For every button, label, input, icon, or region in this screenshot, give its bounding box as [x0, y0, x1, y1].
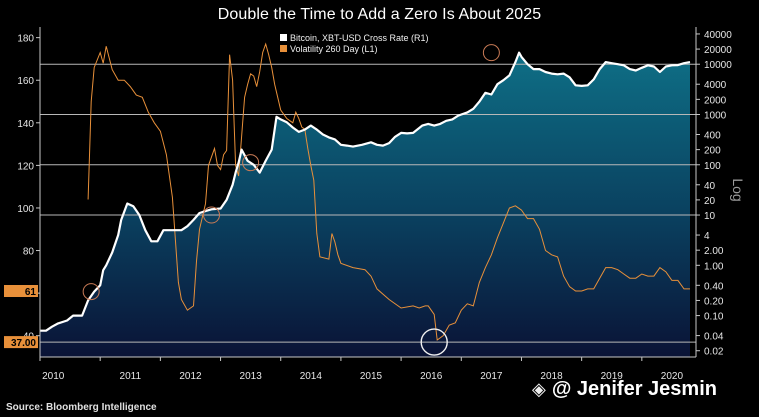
legend-label: Volatility 260 Day (L1): [290, 44, 378, 54]
x-tick-label: 2018: [540, 371, 563, 382]
bitcoin-line: [40, 51, 691, 332]
legend-swatch: [280, 45, 287, 52]
x-tick-label: 2020: [661, 371, 684, 382]
x-tick-label: 2010: [42, 371, 65, 382]
left-tick-label: 160: [17, 76, 34, 87]
bitcoin-area-layer: [40, 52, 690, 357]
annotation-circle-4: [482, 44, 500, 62]
right-tick-label: 400: [704, 130, 721, 141]
legend: Bitcoin, XBT-USD Cross Rate (R1)Volatili…: [276, 31, 444, 55]
right-tick-label: 200: [704, 146, 721, 157]
annotation-circle-3: [242, 154, 260, 172]
right-tick-label: 1.00: [704, 261, 724, 272]
legend-label: Bitcoin, XBT-USD Cross Rate (R1): [290, 33, 429, 43]
annotation-circle-5: [420, 328, 448, 356]
right-tick-label: 10000: [704, 60, 732, 71]
right-tick-label: 20: [704, 196, 716, 207]
source-note: Source: Bloomberg Intelligence: [6, 402, 157, 413]
annotation-circle-2: [203, 206, 221, 224]
right-tick-label: 2000: [704, 95, 727, 106]
watermark-text: @ Jenifer Jesmin: [551, 378, 717, 400]
low-value-label: 37.00: [11, 338, 36, 349]
right-axis-scale-label: Log: [730, 178, 746, 201]
right-tick-label: 0.10: [704, 312, 724, 323]
chart-title: Double the Time to Add a Zero Is About 2…: [217, 6, 542, 23]
left-tick-label: 180: [17, 34, 34, 45]
right-tick-label: 0.20: [704, 296, 724, 307]
right-tick-label: 0.02: [704, 347, 724, 358]
last-value-label: 61: [25, 287, 37, 298]
bitcoin-area-fill: [40, 52, 690, 357]
left-tick-label: 140: [17, 119, 34, 130]
annotation-circle-1: [82, 283, 100, 301]
last-value-tag: [4, 285, 38, 297]
right-tick-label: 20000: [704, 45, 732, 56]
right-tick-label: 100: [704, 161, 721, 172]
x-tick-label: 2016: [420, 371, 443, 382]
x-tick-label: 2017: [480, 371, 503, 382]
x-tick-label: 2014: [300, 371, 323, 382]
right-tick-label: 4: [704, 231, 710, 242]
right-tick-label: 1000: [704, 110, 727, 121]
left-tick-label: 80: [23, 247, 35, 258]
right-tick-label: 0.40: [704, 281, 724, 292]
right-tick-label: 0.04: [704, 332, 724, 343]
x-tick-label: 2011: [120, 371, 142, 382]
right-tick-label: 2.00: [704, 246, 724, 257]
x-tick-label: 2013: [240, 371, 263, 382]
right-tick-label: 4000: [704, 80, 727, 91]
volatility-line: [87, 42, 690, 341]
axes-layer: 4060801001201401601806137.000.020.040.10…: [4, 27, 746, 382]
low-value-tag: [4, 336, 38, 349]
x-tick-label: 2015: [360, 371, 383, 382]
annotation-layer: [82, 44, 500, 356]
x-tick-label: 2019: [601, 371, 624, 382]
binance-logo-icon: ◈: [532, 379, 546, 399]
x-tick-label: 2012: [179, 371, 202, 382]
right-tick-label: 40: [704, 181, 716, 192]
legend-box: [276, 31, 444, 55]
reference-lines-layer: [40, 63, 696, 343]
legend-swatch: [280, 34, 287, 41]
left-tick-label: 120: [17, 161, 34, 172]
right-tick-label: 40000: [704, 30, 732, 41]
watermark: ◈ @ Jenifer Jesmin: [532, 378, 717, 401]
left-tick-label: 100: [17, 204, 34, 215]
right-tick-label: 10: [704, 211, 716, 222]
series-lines-layer: [40, 42, 691, 341]
